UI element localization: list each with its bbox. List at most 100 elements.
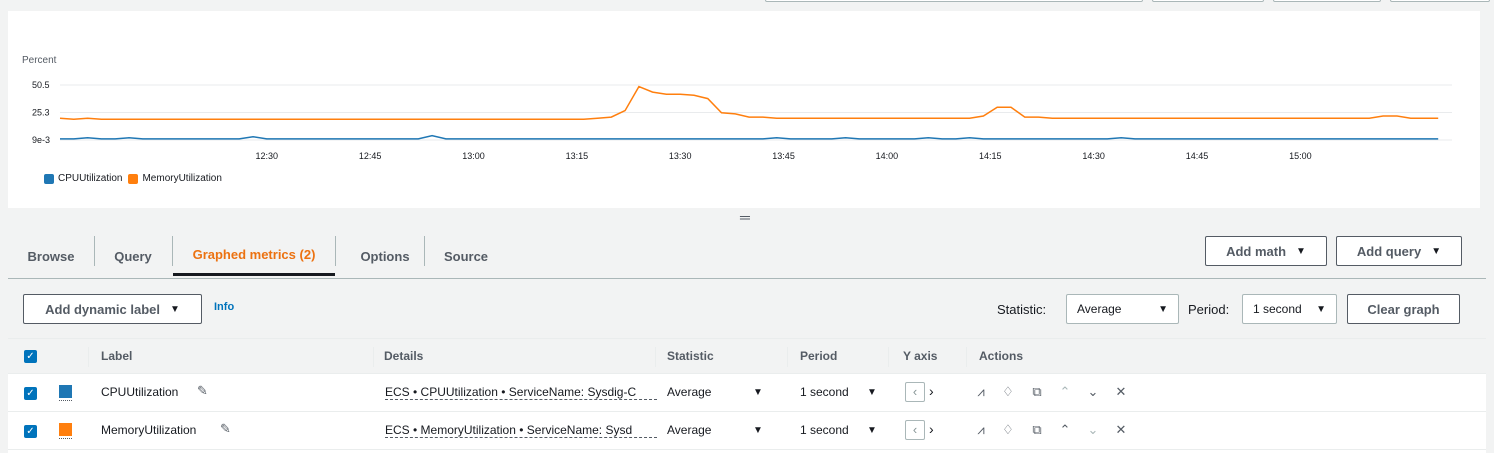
tab-options[interactable]: Options [360, 248, 410, 264]
row-label: CPUUtilization [101, 385, 179, 399]
y-tick-label: 50.5 [32, 80, 50, 90]
table-row: ✓ CPUUtilization ✎ ECS • CPUUtilization … [8, 374, 1486, 412]
column-header-statistic: Statistic [667, 349, 714, 363]
column-divider [655, 347, 656, 367]
column-header-actions: Actions [979, 349, 1024, 363]
series-line-style [59, 437, 72, 439]
chart-panel: Percent 50.5 25.3 9e-3 12:30 12:45 13:00 13:15 1… [8, 11, 1480, 208]
top-control-stub[interactable] [1390, 0, 1490, 2]
series-color-swatch[interactable] [59, 423, 72, 436]
x-tick-label: 12:30 [255, 151, 278, 161]
tab-divider [424, 236, 425, 266]
y-axis-right-icon[interactable]: › [929, 383, 934, 399]
move-up-icon[interactable]: ⌃ [1059, 384, 1071, 399]
move-up-icon[interactable]: ⌃ [1059, 422, 1071, 437]
caret-down-icon[interactable]: ▼ [753, 425, 763, 436]
row-checkbox[interactable]: ✓ [24, 425, 37, 438]
column-divider [888, 347, 889, 367]
graph-this-metric-icon[interactable]: ⩘ [977, 422, 985, 437]
top-control-stub[interactable] [1152, 0, 1264, 2]
legend-label: CPUUtilization [58, 173, 123, 184]
period-select[interactable]: 1 second ▼ [1242, 294, 1337, 324]
series-color-swatch[interactable] [59, 385, 72, 398]
add-dynamic-label-button[interactable]: Add dynamic label ▼ [23, 294, 202, 324]
tab-divider [172, 236, 173, 266]
clear-graph-button[interactable]: Clear graph [1347, 294, 1460, 324]
x-tick-label: 12:45 [359, 151, 382, 161]
legend-label: MemoryUtilization [142, 173, 222, 184]
alarm-bell-icon[interactable]: ♢ [1002, 422, 1014, 437]
x-tick-label: 14:45 [1186, 151, 1209, 161]
row-statistic[interactable]: Average [667, 385, 712, 399]
caret-down-icon[interactable]: ▼ [867, 387, 877, 398]
tab-divider [94, 236, 95, 266]
legend-swatch [128, 173, 139, 184]
column-header-details: Details [384, 349, 424, 363]
add-query-button[interactable]: Add query ▼ [1336, 236, 1462, 266]
legend-item-cpu[interactable]: CPUUtilization [44, 173, 122, 184]
x-tick-label: 14:00 [876, 151, 899, 161]
x-tick-label: 13:30 [669, 151, 692, 161]
row-period[interactable]: 1 second [800, 423, 849, 437]
row-period[interactable]: 1 second [800, 385, 849, 399]
top-control-stub[interactable] [1273, 0, 1381, 2]
y-axis-label: Percent [22, 55, 57, 66]
period-value: 1 second [1253, 302, 1302, 316]
select-all-checkbox[interactable]: ✓ [24, 350, 37, 363]
tab-browse[interactable]: Browse [27, 248, 75, 264]
move-down-icon[interactable]: ⌄ [1087, 384, 1099, 399]
caret-down-icon: ▼ [1296, 245, 1306, 257]
table-row: ✓ MemoryUtilization ✎ ECS • MemoryUtiliz… [8, 412, 1486, 450]
caret-down-icon: ▼ [1158, 303, 1168, 315]
tab-source[interactable]: Source [443, 248, 489, 264]
top-control-stub[interactable] [765, 0, 1143, 2]
column-header-label: Label [101, 349, 133, 363]
info-link[interactable]: Info [214, 301, 235, 313]
remove-icon[interactable]: ✕ [1115, 422, 1127, 437]
table-header: ✓ Label Details Statistic Period Y axis … [8, 338, 1486, 374]
tab-query[interactable]: Query [114, 248, 152, 264]
resize-handle-icon[interactable]: ═ [740, 209, 750, 225]
legend-item-memory[interactable]: MemoryUtilization [128, 173, 222, 184]
row-details[interactable]: ECS • MemoryUtilization • ServiceName: S… [385, 423, 657, 438]
add-math-button[interactable]: Add math ▼ [1205, 236, 1327, 266]
x-tick-label: 13:00 [462, 151, 485, 161]
y-tick-label: 25.3 [32, 107, 50, 117]
add-dynamic-label-text: Add dynamic label [45, 301, 160, 317]
remove-icon[interactable]: ✕ [1115, 384, 1127, 399]
column-divider [787, 347, 788, 367]
column-header-y-axis: Y axis [903, 349, 938, 363]
row-checkbox[interactable]: ✓ [24, 387, 37, 400]
top-toolbar-remnant [0, 0, 1494, 10]
column-divider [373, 347, 374, 367]
y-axis-left-icon[interactable]: ‹ [905, 420, 925, 440]
series-line-style [59, 399, 72, 401]
graph-this-metric-icon[interactable]: ⩘ [977, 384, 985, 399]
series-line-memoryutilization [59, 85, 1439, 121]
row-details[interactable]: ECS • CPUUtilization • ServiceName: Sysd… [385, 385, 657, 400]
y-axis-right-icon[interactable]: › [929, 421, 934, 437]
statistic-value: Average [1077, 302, 1122, 316]
duplicate-icon[interactable]: ⧉ [1032, 422, 1042, 437]
line-chart: Percent 50.5 25.3 9e-3 12:30 12:45 13:00 13:15 1… [22, 55, 1452, 161]
y-tick-label: 9e-3 [32, 135, 50, 145]
add-math-label: Add math [1226, 243, 1287, 259]
alarm-bell-icon[interactable]: ♢ [1002, 384, 1014, 399]
edit-icon[interactable]: ✎ [197, 383, 208, 398]
add-query-label: Add query [1356, 243, 1422, 259]
y-axis-left-icon[interactable]: ‹ [905, 382, 925, 402]
x-tick-label: 13:45 [772, 151, 795, 161]
tab-graphed-metrics[interactable]: Graphed metrics (2) [173, 236, 335, 276]
row-statistic[interactable]: Average [667, 423, 712, 437]
move-down-icon[interactable]: ⌄ [1087, 422, 1099, 437]
statistic-select[interactable]: Average ▼ [1066, 294, 1179, 324]
caret-down-icon[interactable]: ▼ [753, 387, 763, 398]
edit-icon[interactable]: ✎ [220, 421, 231, 436]
caret-down-icon[interactable]: ▼ [867, 425, 877, 436]
caret-down-icon: ▼ [1316, 303, 1326, 315]
x-tick-label: 14:15 [979, 151, 1002, 161]
row-label: MemoryUtilization [101, 423, 197, 437]
tab-divider [335, 236, 336, 266]
x-tick-label: 14:30 [1082, 151, 1105, 161]
duplicate-icon[interactable]: ⧉ [1032, 384, 1042, 399]
